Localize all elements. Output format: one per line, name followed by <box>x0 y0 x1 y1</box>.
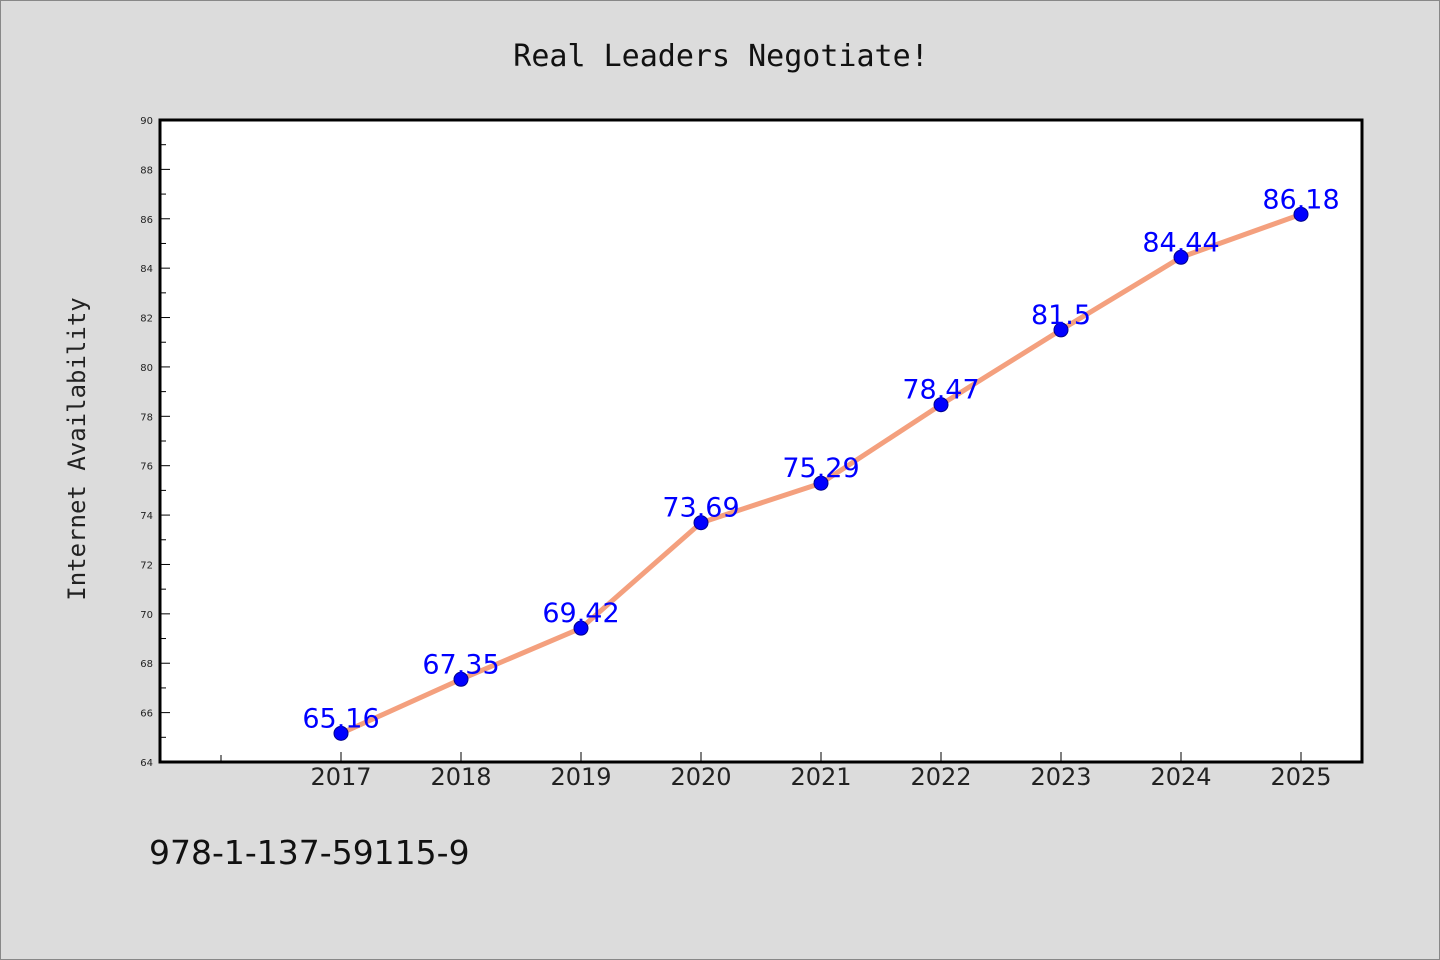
data-point-marker <box>573 620 589 636</box>
plot-area <box>158 118 1364 764</box>
x-tick-label: 2018 <box>430 763 491 791</box>
data-point-label: 86.18 <box>1262 184 1339 215</box>
x-axis-ticks: 2017 2018 2019 2020 2021 2022 2023 2024 2025 <box>220 752 1332 791</box>
y-tick-label: 74 <box>140 511 153 522</box>
y-tick-label: 84 <box>140 264 153 275</box>
data-point-label: 69.42 <box>542 598 619 629</box>
data-point-label: 84.44 <box>1142 227 1219 258</box>
y-tick-label: 70 <box>140 610 153 621</box>
footer-code: 978-1-137-59115-9 <box>149 833 470 872</box>
y-tick-label: 64 <box>140 758 153 769</box>
y-tick-label: 66 <box>140 709 153 720</box>
data-point-label: 65.16 <box>302 703 379 734</box>
data-point-marker <box>933 397 949 413</box>
y-axis-ticks: 64 66 68 70 72 74 76 78 80 82 84 86 88 90 <box>140 116 170 769</box>
data-point-marker <box>1173 249 1189 265</box>
y-axis-label: Internet Availability <box>63 297 91 600</box>
y-tick-label: 72 <box>140 560 153 571</box>
data-point-label: 78.47 <box>902 375 979 406</box>
data-point-marker <box>1053 322 1069 338</box>
y-tick-label: 82 <box>140 314 153 325</box>
data-point-marker <box>1293 206 1309 222</box>
data-point-marker <box>453 671 469 687</box>
x-tick-label: 2023 <box>1030 763 1091 791</box>
series-layer <box>333 206 1309 741</box>
data-point-marker <box>333 725 349 741</box>
data-point-marker <box>693 515 709 531</box>
y-tick-label: 86 <box>140 215 153 226</box>
x-tick-label: 2017 <box>310 763 371 791</box>
x-tick-label: 2021 <box>790 763 851 791</box>
data-point-label: 73.69 <box>662 493 739 524</box>
chart-title: Real Leaders Negotiate! <box>513 39 928 74</box>
x-tick-label: 2022 <box>910 763 971 791</box>
y-tick-label: 68 <box>140 659 153 670</box>
data-point-marker <box>813 475 829 491</box>
data-point-label: 67.35 <box>422 649 499 680</box>
y-tick-label: 76 <box>140 462 153 473</box>
x-tick-label: 2020 <box>670 763 731 791</box>
y-tick-label: 80 <box>140 363 153 374</box>
data-label-layer: 65.16 67.35 69.42 73.69 75.29 78.47 81.5 84.44 8… <box>302 184 1339 734</box>
x-tick-label: 2019 <box>550 763 611 791</box>
x-tick-label: 2024 <box>1150 763 1211 791</box>
y-tick-label: 90 <box>140 116 153 127</box>
y-tick-label: 88 <box>140 165 153 176</box>
data-point-label: 81.5 <box>1031 300 1091 331</box>
y-tick-label: 78 <box>140 412 153 423</box>
x-tick-label: 2025 <box>1270 763 1331 791</box>
data-point-label: 75.29 <box>782 453 859 484</box>
